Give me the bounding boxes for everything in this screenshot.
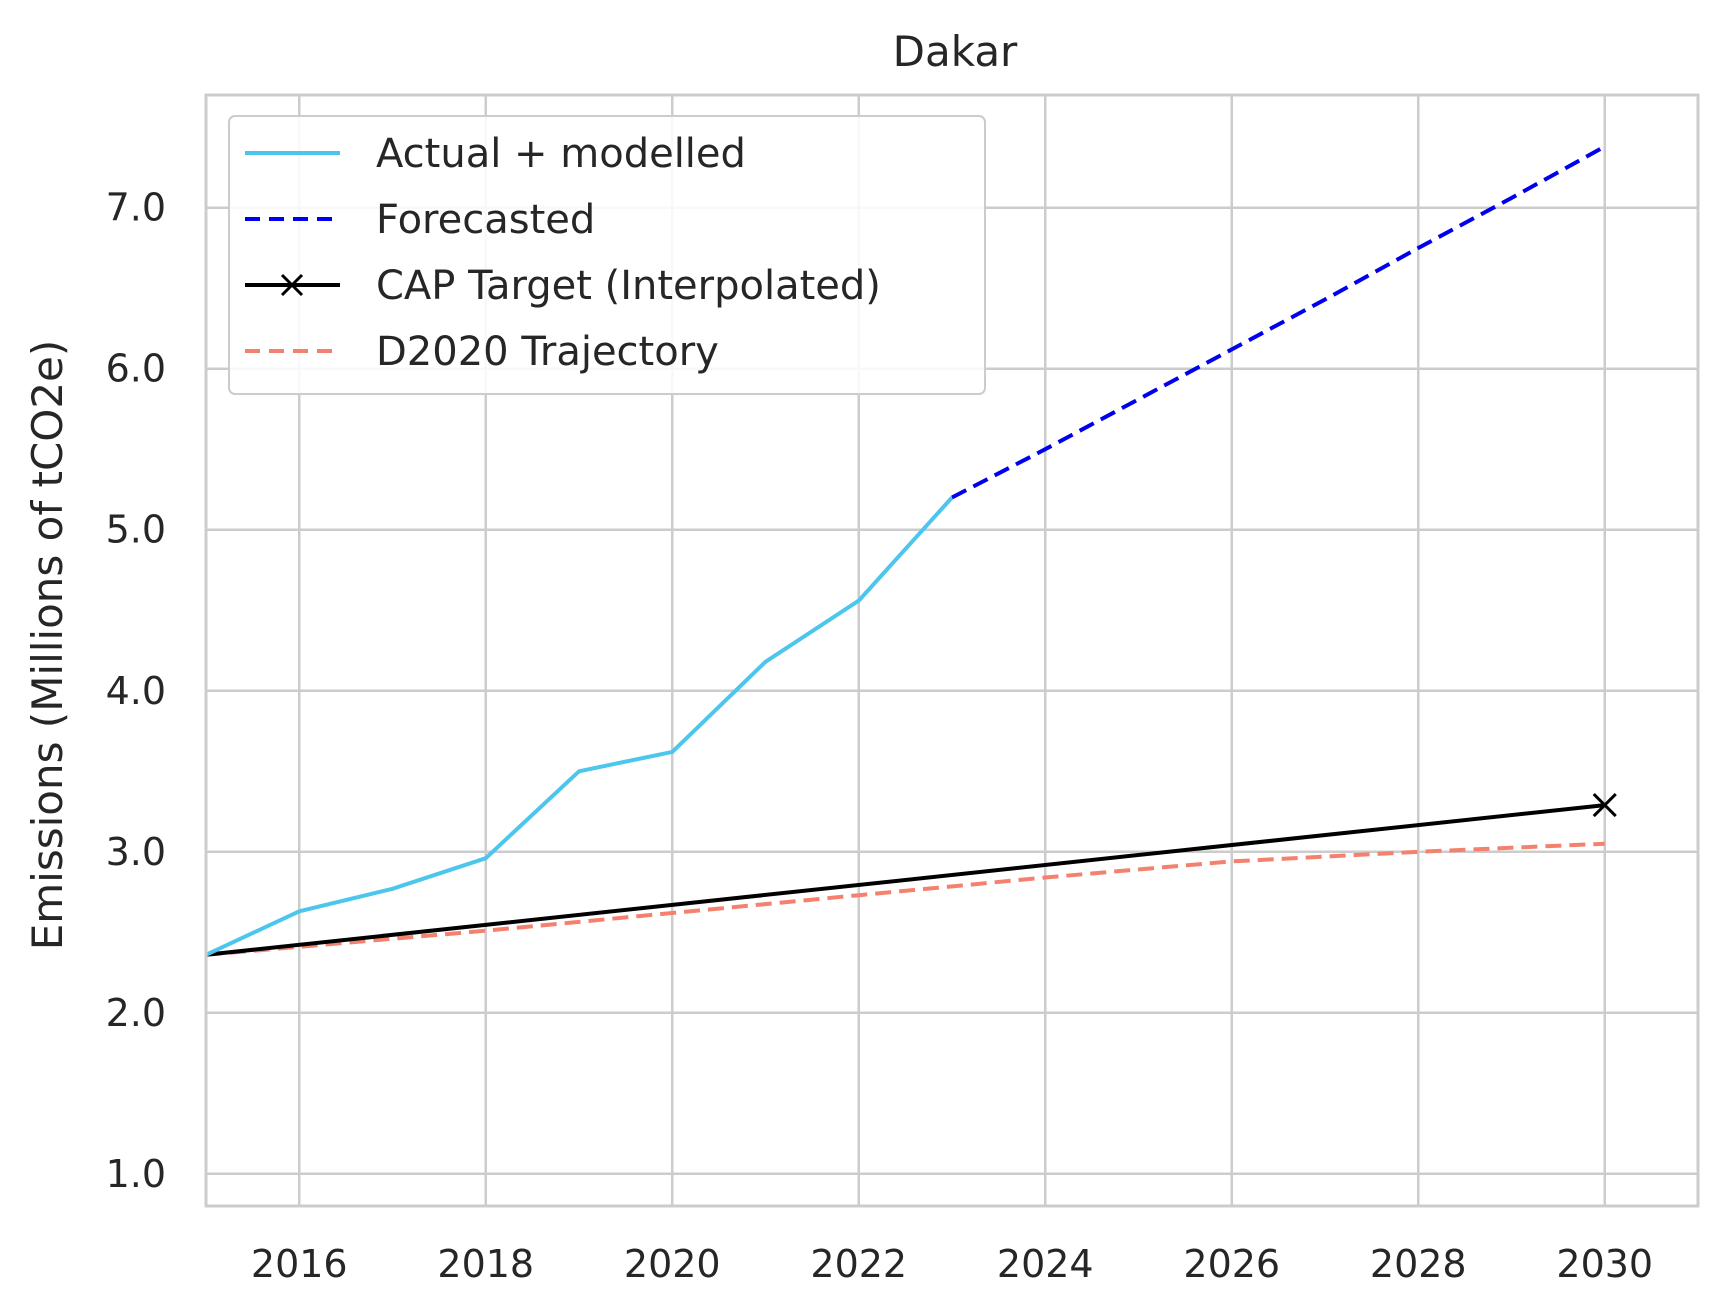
x-ticks: 2016 2018 2020 2022 2024 2026 2028 2030 (251, 1242, 1653, 1286)
x-tick-label-2020: 2020 (624, 1242, 721, 1286)
y-tick-label-7.0: 7.0 (106, 186, 166, 230)
chart-title: Dakar (893, 27, 1018, 76)
plot-frame (204, 93, 1700, 1208)
legend-label-actual-modelled: Actual + modelled (376, 131, 746, 177)
series-marker-cap-target-interpolated (1592, 793, 1617, 818)
legend-label-cap-target-interpolated: CAP Target (Interpolated) (376, 263, 881, 309)
series-line-cap-target-interpolated (205, 803, 1606, 957)
y-tick-label-3.0: 3.0 (106, 830, 166, 874)
y-tick-label-1.0: 1.0 (106, 1152, 166, 1196)
y-tick-label-2.0: 2.0 (106, 991, 166, 1035)
x-tick-label-2030: 2030 (1556, 1242, 1653, 1286)
legend-box (228, 115, 986, 395)
series-layer (205, 144, 1617, 957)
series-line-d2020-trajectory (205, 841, 1605, 957)
x-tick-label-2028: 2028 (1370, 1242, 1467, 1286)
x-tick-label-2026: 2026 (1183, 1242, 1280, 1286)
x-tick-label-2018: 2018 (437, 1242, 534, 1286)
legend-label-d2020-trajectory: D2020 Trajectory (376, 329, 719, 375)
y-tick-label-6.0: 6.0 (106, 347, 166, 391)
y-tick-label-5.0: 5.0 (106, 508, 166, 552)
y-axis-label: Emissions (Millions of tCO2e) (23, 340, 72, 951)
x-tick-label-2024: 2024 (997, 1242, 1094, 1286)
series-line-forecasted (951, 144, 1606, 500)
legend-label-forecasted: Forecasted (376, 197, 595, 243)
y-ticks: 1.0 2.0 3.0 4.0 5.0 6.0 7.0 (106, 186, 166, 1196)
x-tick-label-2022: 2022 (810, 1242, 907, 1286)
y-tick-label-4.0: 4.0 (106, 669, 166, 713)
x-tick-label-2016: 2016 (251, 1242, 348, 1286)
series-line-actual-modelled (205, 496, 954, 957)
legend: Actual + modelled Forecasted CAP Target (I… (228, 115, 986, 395)
